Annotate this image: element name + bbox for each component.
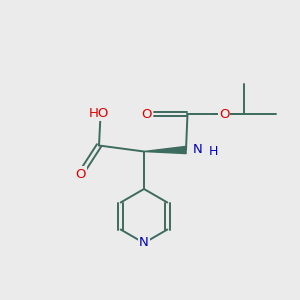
Text: O: O: [219, 107, 229, 121]
Text: N: N: [193, 142, 202, 156]
Text: O: O: [76, 167, 86, 181]
Text: N: N: [139, 236, 149, 250]
Text: H: H: [208, 145, 218, 158]
Text: O: O: [141, 107, 151, 121]
Polygon shape: [144, 146, 186, 154]
Text: HO: HO: [89, 106, 109, 120]
